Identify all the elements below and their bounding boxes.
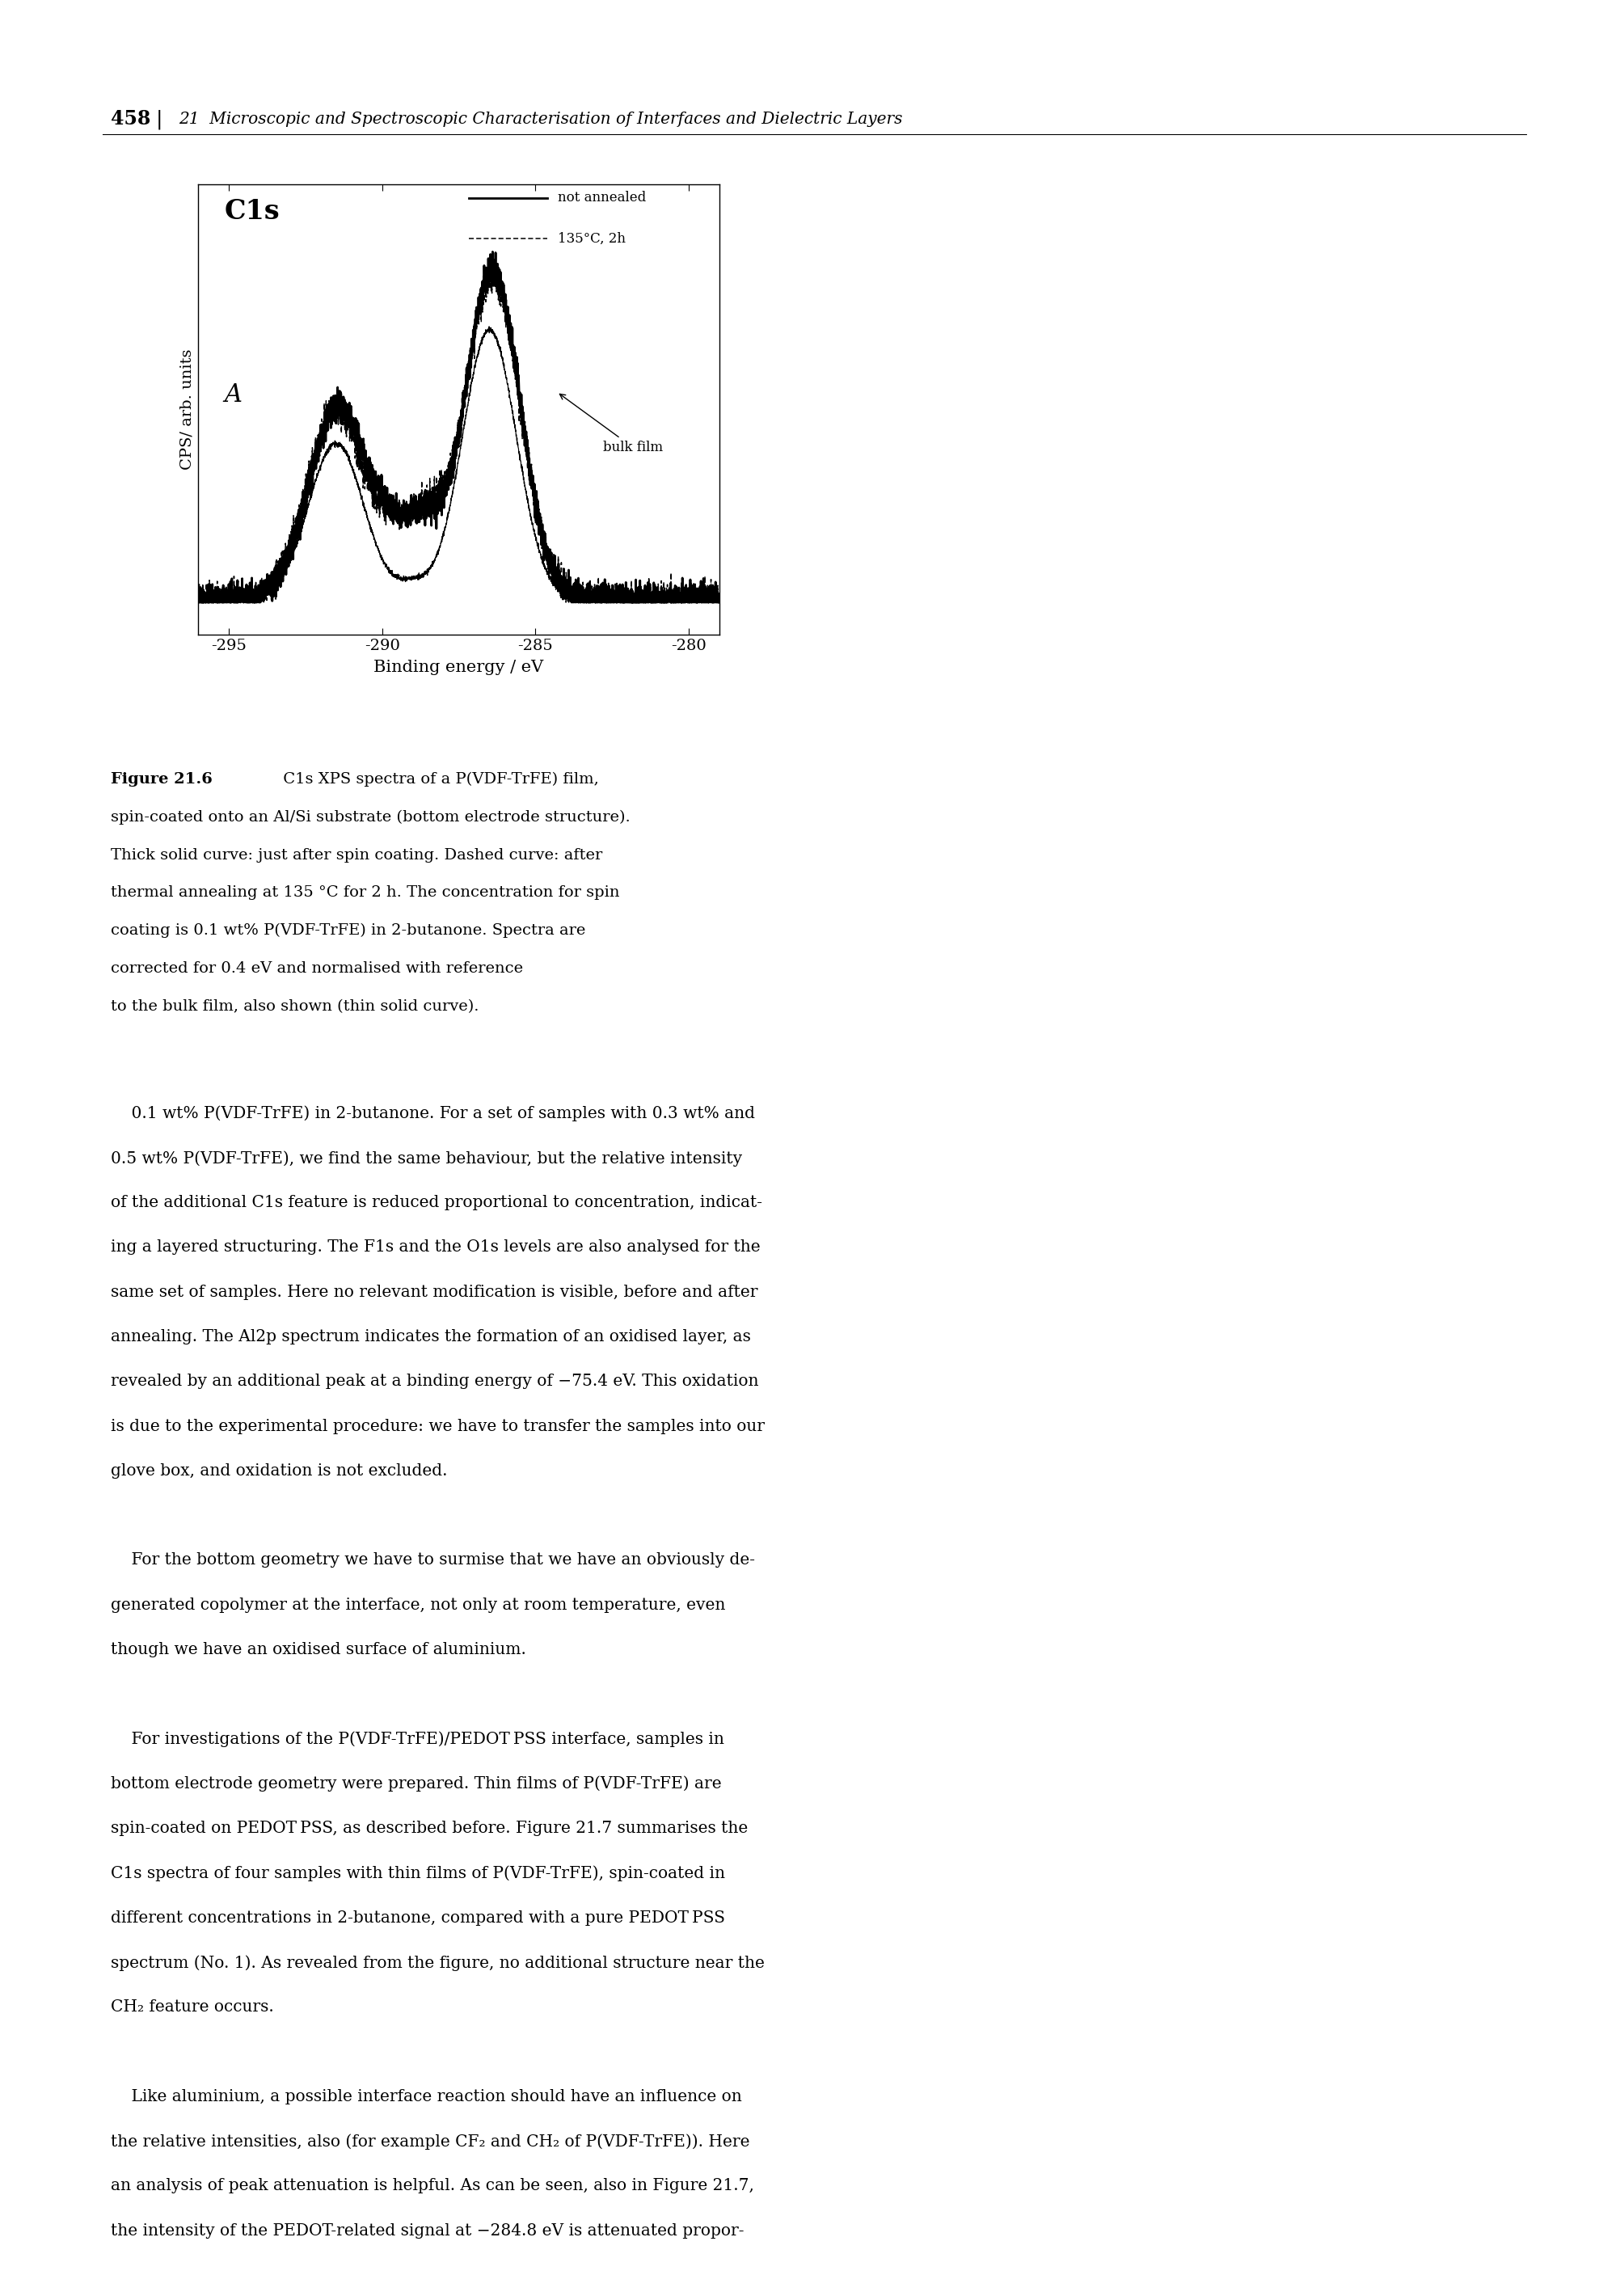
Text: CH₂ feature occurs.: CH₂ feature occurs.: [110, 1999, 273, 2015]
Text: ing a layered structuring. The F1s and the O1s levels are also analysed for the: ing a layered structuring. The F1s and t…: [110, 1240, 760, 1256]
Text: bulk film: bulk film: [560, 394, 663, 454]
Text: A: A: [224, 383, 242, 408]
Text: For investigations of the P(VDF-TrFE)/PEDOT PSS interface, samples in: For investigations of the P(VDF-TrFE)/PE…: [110, 1730, 724, 1747]
Text: 135°C, 2h: 135°C, 2h: [557, 231, 625, 245]
Text: 458: 458: [110, 110, 151, 128]
Text: glove box, and oxidation is not excluded.: glove box, and oxidation is not excluded…: [110, 1462, 447, 1478]
Text: spin-coated onto an Al/Si substrate (bottom electrode structure).: spin-coated onto an Al/Si substrate (bot…: [110, 809, 630, 825]
Text: C1s XPS spectra of a P(VDF-TrFE) film,: C1s XPS spectra of a P(VDF-TrFE) film,: [278, 772, 598, 786]
Text: coating is 0.1 wt% P(VDF-TrFE) in 2-butanone. Spectra are: coating is 0.1 wt% P(VDF-TrFE) in 2-buta…: [110, 924, 585, 937]
X-axis label: Binding energy / eV: Binding energy / eV: [374, 660, 544, 676]
Text: C1s: C1s: [224, 197, 279, 225]
Text: annealing. The Al2p spectrum indicates the formation of an oxidised layer, as: annealing. The Al2p spectrum indicates t…: [110, 1329, 750, 1345]
Y-axis label: CPS/ arb. units: CPS/ arb. units: [180, 348, 195, 470]
Text: C1s spectra of four samples with thin films of P(VDF-TrFE), spin-coated in: C1s spectra of four samples with thin fi…: [110, 1866, 724, 1882]
Text: same set of samples. Here no relevant modification is visible, before and after: same set of samples. Here no relevant mo…: [110, 1284, 757, 1300]
Text: 0.1 wt% P(VDF-TrFE) in 2-butanone. For a set of samples with 0.3 wt% and: 0.1 wt% P(VDF-TrFE) in 2-butanone. For a…: [110, 1105, 755, 1121]
Text: For the bottom geometry we have to surmise that we have an obviously de-: For the bottom geometry we have to surmi…: [110, 1552, 755, 1568]
Text: generated copolymer at the interface, not only at room temperature, even: generated copolymer at the interface, no…: [110, 1598, 724, 1614]
Text: an analysis of peak attenuation is helpful. As can be seen, also in Figure 21.7,: an analysis of peak attenuation is helpf…: [110, 2177, 754, 2193]
Text: corrected for 0.4 eV and normalised with reference: corrected for 0.4 eV and normalised with…: [110, 960, 523, 976]
Text: 0.5 wt% P(VDF-TrFE), we find the same behaviour, but the relative intensity: 0.5 wt% P(VDF-TrFE), we find the same be…: [110, 1151, 742, 1167]
Text: spin-coated on PEDOT PSS, as described before. Figure 21.7 summarises the: spin-coated on PEDOT PSS, as described b…: [110, 1820, 747, 1836]
Text: thermal annealing at 135 °C for 2 h. The concentration for spin: thermal annealing at 135 °C for 2 h. The…: [110, 885, 619, 901]
Text: Like aluminium, a possible interface reaction should have an influence on: Like aluminium, a possible interface rea…: [110, 2088, 742, 2104]
Text: revealed by an additional peak at a binding energy of −75.4 eV. This oxidation: revealed by an additional peak at a bind…: [110, 1373, 758, 1389]
Text: |: |: [156, 110, 162, 128]
Text: Thick solid curve: just after spin coating. Dashed curve: after: Thick solid curve: just after spin coati…: [110, 848, 603, 862]
Text: the relative intensities, also (for example CF₂ and CH₂ of P(VDF-TrFE)). Here: the relative intensities, also (for exam…: [110, 2134, 749, 2150]
Text: not annealed: not annealed: [557, 190, 646, 204]
Text: is due to the experimental procedure: we have to transfer the samples into our: is due to the experimental procedure: we…: [110, 1419, 765, 1435]
Text: Figure 21.6: Figure 21.6: [110, 772, 213, 786]
Text: spectrum (No. 1). As revealed from the figure, no additional structure near the: spectrum (No. 1). As revealed from the f…: [110, 1955, 765, 1971]
Text: 21  Microscopic and Spectroscopic Characterisation of Interfaces and Dielectric : 21 Microscopic and Spectroscopic Charact…: [179, 112, 903, 126]
Text: though we have an oxidised surface of aluminium.: though we have an oxidised surface of al…: [110, 1641, 526, 1657]
Text: of the additional C1s feature is reduced proportional to concentration, indicat-: of the additional C1s feature is reduced…: [110, 1194, 762, 1210]
Text: the intensity of the PEDOT-related signal at −284.8 eV is attenuated propor-: the intensity of the PEDOT-related signa…: [110, 2223, 744, 2239]
Text: different concentrations in 2-butanone, compared with a pure PEDOT PSS: different concentrations in 2-butanone, …: [110, 1909, 724, 1925]
Text: to the bulk film, also shown (thin solid curve).: to the bulk film, also shown (thin solid…: [110, 999, 479, 1013]
Text: bottom electrode geometry were prepared. Thin films of P(VDF-TrFE) are: bottom electrode geometry were prepared.…: [110, 1776, 721, 1792]
